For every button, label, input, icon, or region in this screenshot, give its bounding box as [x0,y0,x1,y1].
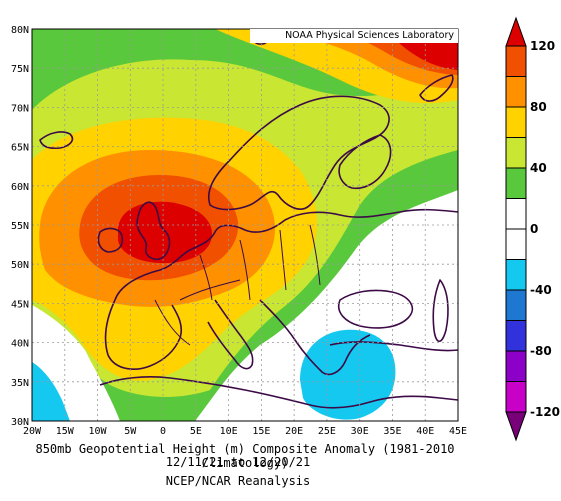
colorbar-label: 40 [530,161,547,175]
longitude-tick-label: 25E [318,426,336,437]
colorbar-segment [505,259,527,291]
colorbar-segment [505,167,527,199]
longitude-tick-label: 30E [351,426,369,437]
colorbar-segment [505,350,527,382]
longitude-tick-label: 20E [285,426,303,437]
anomaly-contour-120 [118,201,212,264]
latitude-tick-label: 60N [11,182,29,193]
latitude-tick-label: 30N [11,417,29,428]
longitude-tick-label: 5W [124,426,137,437]
longitude-tick-label: 5E [190,426,202,437]
coastline-black-sea [338,289,414,329]
colorbar-segment [505,106,527,138]
latitude-tick-label: 35N [11,378,29,389]
colorbar-label: -120 [530,405,560,419]
longitude-tick-label: 10W [89,426,108,437]
dataset-name: NCEP/NCAR Reanalysis [165,474,311,488]
colorbar-segment [505,320,527,352]
colorbar-label: 0 [530,222,538,236]
coastline-north-africa [99,376,459,409]
coastline-novaya-zemlya [419,74,454,102]
longitude-tick-label: 35E [383,426,401,437]
latitude-tick-label: 80N [11,25,29,36]
latitude-tick-label: 50N [11,260,29,271]
longitude-tick-label: 15W [56,426,75,437]
colorbar-segment [505,228,527,260]
coastline-caspian [432,279,449,343]
coastline-scandinavia [208,95,390,211]
longitude-tick-label: 45E [449,426,467,437]
longitude-tick-label: 0 [160,426,166,437]
credit-box: NOAA Physical Sciences Laboratory [250,29,458,43]
longitude-tick-label: 10E [220,426,238,437]
colorbar [505,16,527,442]
coastline-italy [207,299,254,370]
colorbar-segment [505,381,527,413]
latitude-tick-label: 55N [11,221,29,232]
colorbar-segment [505,76,527,108]
longitude-tick-label: 15E [252,426,270,437]
colorbar-segment [505,198,527,230]
colorbar-label: 120 [530,39,555,53]
latitude-tick-label: 70N [11,103,29,114]
land-outlines [39,30,459,409]
date-range: 12/11/21 to 12/20/21 [165,455,311,469]
colorbar-min-arrow [505,411,527,442]
map-frame [31,28,459,422]
figure-title: 850mb Geopotential Height (m) Composite … [35,442,455,470]
latitude-tick-label: 65N [11,143,29,154]
colorbar-label: -80 [530,344,552,358]
longitude-tick-label: 20W [23,426,42,437]
latitude-tick-label: 75N [11,64,29,75]
coastline-finland [338,134,392,190]
colorbar-labels: 120 80 40 0 -40 -80 -120 [530,39,560,419]
coastline-continental-europe [114,208,459,301]
latitude-tick-label: 40N [11,339,29,350]
colorbar-label: 80 [530,100,547,114]
latitude-tick-labels: 80N 75N 70N 65N 60N 55N 50N 45N 40N 35N 30N [11,25,29,428]
coastline-iberia [104,299,183,370]
colorbar-segment [505,137,527,169]
borders-central-europe [154,224,321,346]
map-plot-area [31,28,459,422]
colorbar-segment [505,45,527,77]
colorbar-label: -40 [530,283,552,297]
longitude-tick-labels: 20W 15W 10W 5W 0 5E 10E 15E 20E 25E 30E 35E 40E 45E [23,426,467,437]
coastline-balkans [259,299,371,376]
anomaly-contour-neg40-east [300,329,396,420]
coastline-great-britain [136,201,171,261]
coastline-ireland [97,227,124,253]
map-gridlines [32,29,458,421]
longitude-tick-label: 40E [416,426,434,437]
colorbar-segment [505,289,527,321]
colorbar-max-arrow [505,16,527,47]
anomaly-contour-neg40-southwest [32,362,70,421]
latitude-tick-label: 45N [11,299,29,310]
